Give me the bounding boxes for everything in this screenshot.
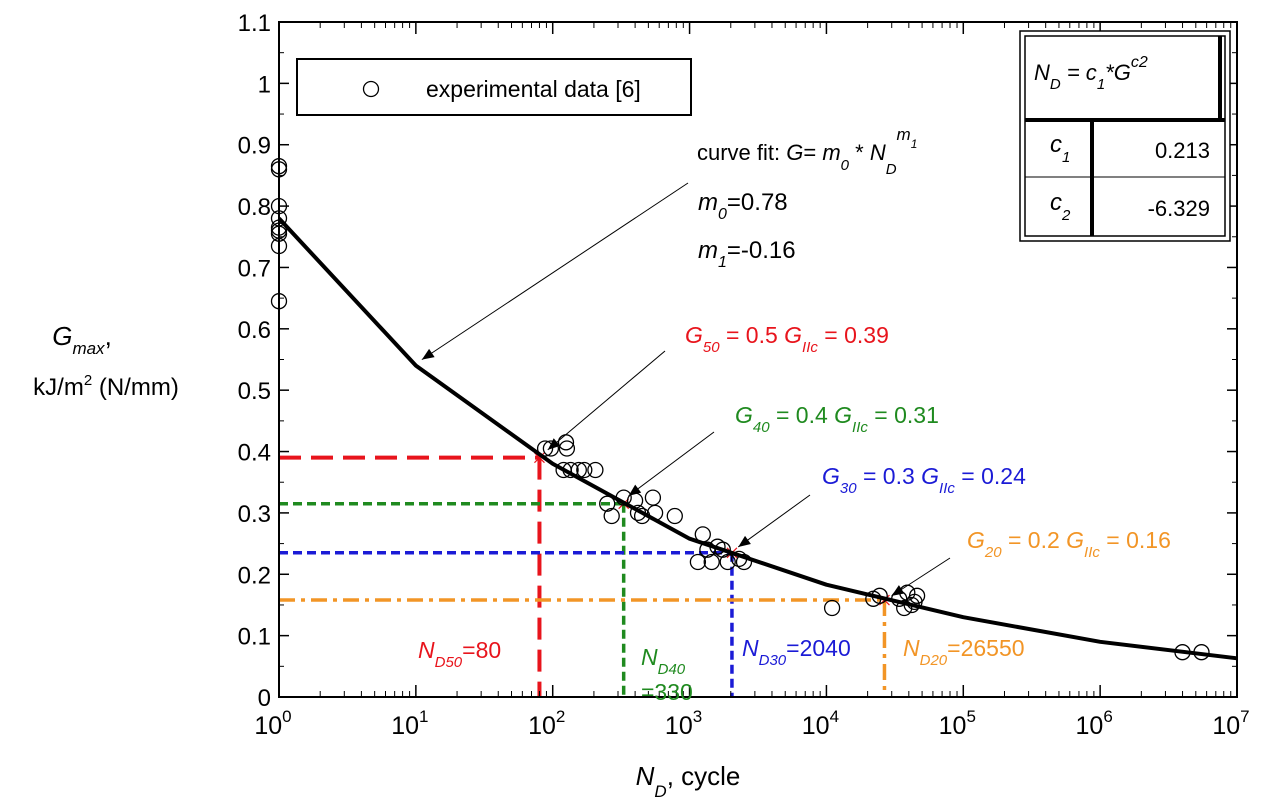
inset-table-inner: [1024, 35, 1226, 237]
data-point: [908, 587, 926, 604]
data-point: [735, 553, 753, 571]
nd40-label-line1: ND40: [641, 644, 686, 678]
arrow-g30-head: [738, 535, 751, 547]
arrow-g40-head: [628, 484, 642, 496]
legend-marker: [362, 80, 380, 98]
arrow-g20-head: [891, 585, 905, 596]
x-tick-label: 104: [802, 707, 839, 740]
data-point: [536, 440, 554, 457]
y-tick-label: 0.2: [238, 562, 271, 589]
x-tick-label: 100: [254, 707, 291, 740]
fit-title: curve fit: G= m0 * NDm1: [697, 125, 917, 178]
curve-fit-line: [277, 217, 1238, 661]
nd30-label: ND30=2040: [742, 635, 851, 669]
y-tick-label: 0.9: [238, 133, 271, 160]
annotation-arrows: [421, 182, 951, 597]
arrow-g50-head: [547, 438, 561, 450]
x-tick-label: 102: [528, 707, 565, 740]
arrow-g30: [737, 494, 811, 548]
arrow-curve-fit: [421, 182, 689, 361]
nd40-label-line2: =330: [641, 679, 693, 705]
inset-table: ND = c1*Gc2 c1 0.213 c2 -6.329: [1019, 30, 1231, 242]
y-tick-label: 0.8: [238, 194, 271, 221]
data-point: [694, 526, 711, 543]
data-point: [644, 489, 662, 506]
data-point: [558, 440, 576, 457]
y-tick-label: 0: [258, 685, 271, 712]
data-point: [689, 553, 707, 571]
y-tick-label: 0.1: [238, 624, 271, 651]
nd50-label: ND50=80: [418, 637, 501, 671]
arrow-curve-fit-head: [421, 348, 435, 360]
inset-table-c1-value: 0.213: [1155, 138, 1210, 163]
data-point: [903, 596, 920, 614]
x-tick-label: 106: [1076, 707, 1113, 740]
inset-table-c2-value: -6.329: [1148, 196, 1210, 221]
g20-label: G20 = 0.2 GIIc = 0.16: [967, 527, 1171, 561]
data-point: [562, 461, 579, 479]
data-point: [871, 587, 888, 604]
arrow-g50: [547, 350, 666, 451]
data-point: [1174, 644, 1191, 661]
g40-label: G40 = 0.4 GIIc = 0.31: [735, 402, 939, 436]
nd20-label: ND20=26550: [903, 635, 1025, 669]
g50-label: G50 = 0.5 GIIc = 0.39: [685, 322, 889, 356]
y-axis-label-line1: Gmax,: [52, 321, 112, 358]
ticks: 0 0.1 0.2 0.3 0.4 0.5 0.6 0.7 0.8 0.9 1 1.1 100 101 10…: [238, 10, 1250, 740]
y-tick-label: 0.4: [238, 440, 271, 467]
curve-fit-layer: [277, 217, 1238, 661]
inset-table-c1-label: c1: [1050, 131, 1070, 166]
y-tick-label: 0.3: [238, 501, 271, 528]
data-point: [603, 507, 620, 525]
data-point: [587, 461, 604, 479]
g30-label: G30 = 0.3 GIIc = 0.24: [822, 463, 1026, 497]
y-tick-label: 1: [258, 71, 271, 98]
y-axis-label-line2: kJ/m2 (N/mm): [33, 372, 179, 401]
data-point: [896, 599, 913, 617]
y-tick-label: 0.5: [238, 378, 271, 405]
y-tick-label: 0.6: [238, 317, 271, 344]
legend-box: [296, 58, 692, 116]
fit-m1: m1=-0.16: [698, 237, 796, 271]
y-tick-label: 1.1: [238, 10, 271, 37]
fit-m0: m0=0.78: [698, 189, 788, 223]
data-point: [633, 507, 651, 525]
data-point: [542, 440, 560, 457]
data-point: [615, 489, 632, 506]
inset-table-header: ND = c1*Gc2: [1034, 54, 1148, 93]
data-point: [576, 461, 593, 479]
y-tick-label: 0.7: [238, 255, 271, 282]
data-point: [823, 599, 841, 617]
data-point: [703, 553, 720, 571]
data-points: [270, 158, 1210, 661]
legend-label: experimental data [6]: [426, 76, 641, 102]
data-point: [730, 550, 748, 568]
x-tick-label: 105: [939, 707, 976, 740]
legend: experimental data [6]: [296, 58, 692, 116]
data-point: [570, 461, 587, 479]
data-point: [646, 504, 664, 522]
inset-table-c2-label: c2: [1050, 189, 1071, 224]
data-point: [666, 507, 683, 525]
data-point: [629, 504, 647, 522]
x-tick-label: 103: [665, 707, 702, 740]
x-tick-label: 107: [1212, 707, 1249, 740]
x-axis-label: ND, cycle: [636, 761, 741, 801]
data-point: [1193, 644, 1210, 661]
arrow-g40: [628, 431, 715, 497]
data-point: [599, 495, 616, 512]
data-point: [719, 553, 736, 571]
x-tick-label: 101: [391, 707, 428, 740]
inset-table-outer: [1019, 30, 1231, 242]
